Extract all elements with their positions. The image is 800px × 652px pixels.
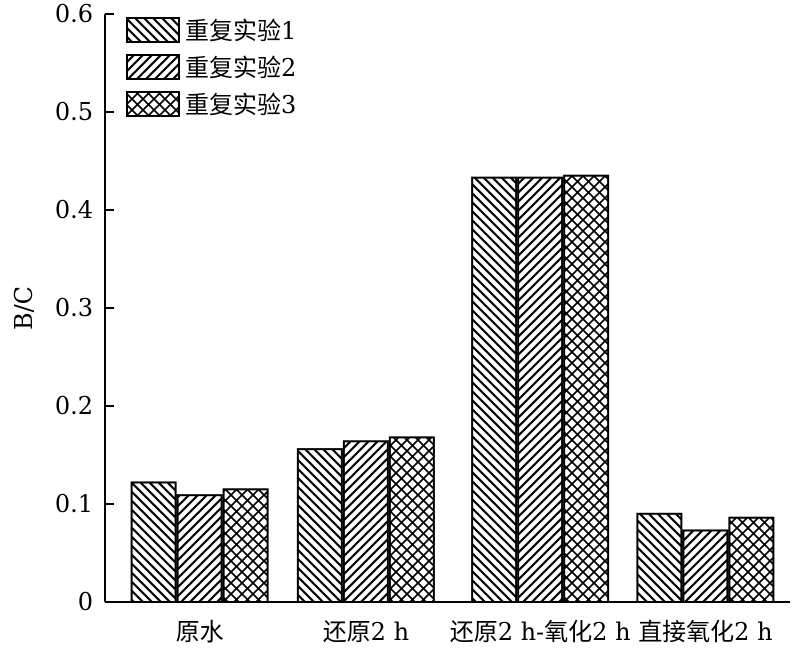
bar-3-2 xyxy=(388,436,435,603)
x-category-label: 直接氧化2 h xyxy=(638,618,772,646)
y-axis-title: B/C xyxy=(10,286,38,330)
legend-label-3: 重复实验3 xyxy=(185,91,296,119)
bar-1-3 xyxy=(471,176,518,603)
x-category-label: 还原2 h xyxy=(323,618,409,646)
legend: 重复实验1 重复实验2 重复实验3 xyxy=(126,17,296,119)
y-tick-label: 0 xyxy=(78,588,93,616)
bar-1-1 xyxy=(130,481,177,603)
y-tick-label: 0.5 xyxy=(55,98,93,126)
bar-2-2 xyxy=(342,440,389,603)
y-tick-label: 0.3 xyxy=(55,294,93,322)
bar-2-3 xyxy=(517,176,564,603)
bar-2-4 xyxy=(682,529,729,604)
x-category-label: 还原2 h-氧化2 h xyxy=(450,618,631,646)
y-tick-label: 0.4 xyxy=(55,196,93,224)
y-tick-label: 0.2 xyxy=(55,392,93,420)
labels: 0 0.1 0.2 0.3 0.4 0.5 0.6 B/C 原水 还原2 h 还原2 h-氧化2 h… xyxy=(10,0,773,646)
bars xyxy=(130,174,775,604)
y-tick-label: 0.1 xyxy=(55,490,93,518)
legend-label-2: 重复实验2 xyxy=(185,54,296,82)
legend-swatch-3 xyxy=(126,91,180,117)
bar-3-4 xyxy=(728,516,775,603)
legend-swatch-1 xyxy=(126,17,180,43)
bar-1-2 xyxy=(296,448,343,603)
bar-3-1 xyxy=(222,488,269,603)
bar-1-4 xyxy=(636,512,683,603)
y-tick-label: 0.6 xyxy=(55,0,93,28)
bar-3-3 xyxy=(563,174,610,603)
x-category-label: 原水 xyxy=(176,618,224,646)
legend-swatch-2 xyxy=(126,54,180,80)
bar-2-1 xyxy=(176,494,223,603)
legend-label-1: 重复实验1 xyxy=(185,17,296,45)
